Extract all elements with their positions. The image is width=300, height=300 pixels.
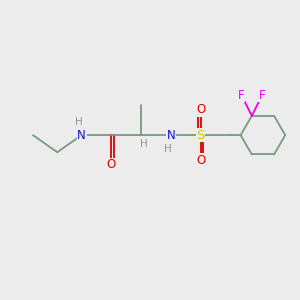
Text: F: F [238,88,245,101]
Text: F: F [259,88,266,101]
Text: H: H [75,117,83,127]
Text: S: S [196,129,205,142]
Text: O: O [196,154,205,167]
Text: H: H [164,143,172,154]
Text: H: H [140,139,148,149]
Text: N: N [77,129,86,142]
Text: O: O [196,103,205,116]
Text: O: O [107,158,116,171]
Text: N: N [167,129,175,142]
